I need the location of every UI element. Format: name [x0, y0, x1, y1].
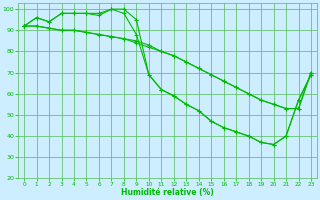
- X-axis label: Humidité relative (%): Humidité relative (%): [121, 188, 214, 197]
